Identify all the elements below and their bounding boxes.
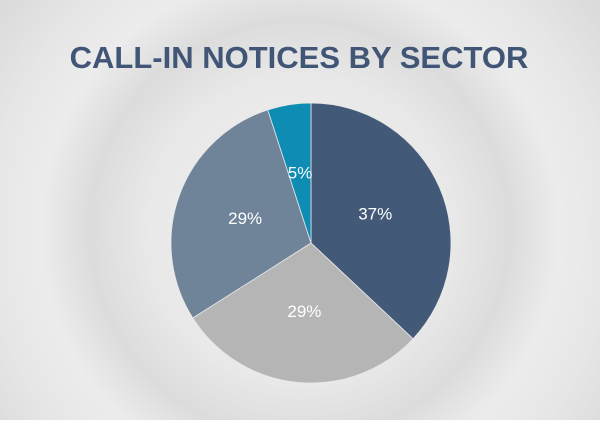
data-label: 29%	[287, 302, 321, 321]
pie-slice	[192, 242, 414, 384]
data-label: 5%	[288, 163, 313, 182]
data-label: 37%	[358, 205, 392, 224]
data-label: 29%	[228, 209, 262, 228]
pie: 37% 29% 29% 5%	[170, 102, 452, 384]
pie-slice	[170, 109, 312, 319]
pie-slice	[310, 102, 452, 340]
chart-title: CALL-IN NOTICES BY SECTOR	[70, 40, 529, 75]
pie-slice	[267, 102, 312, 244]
